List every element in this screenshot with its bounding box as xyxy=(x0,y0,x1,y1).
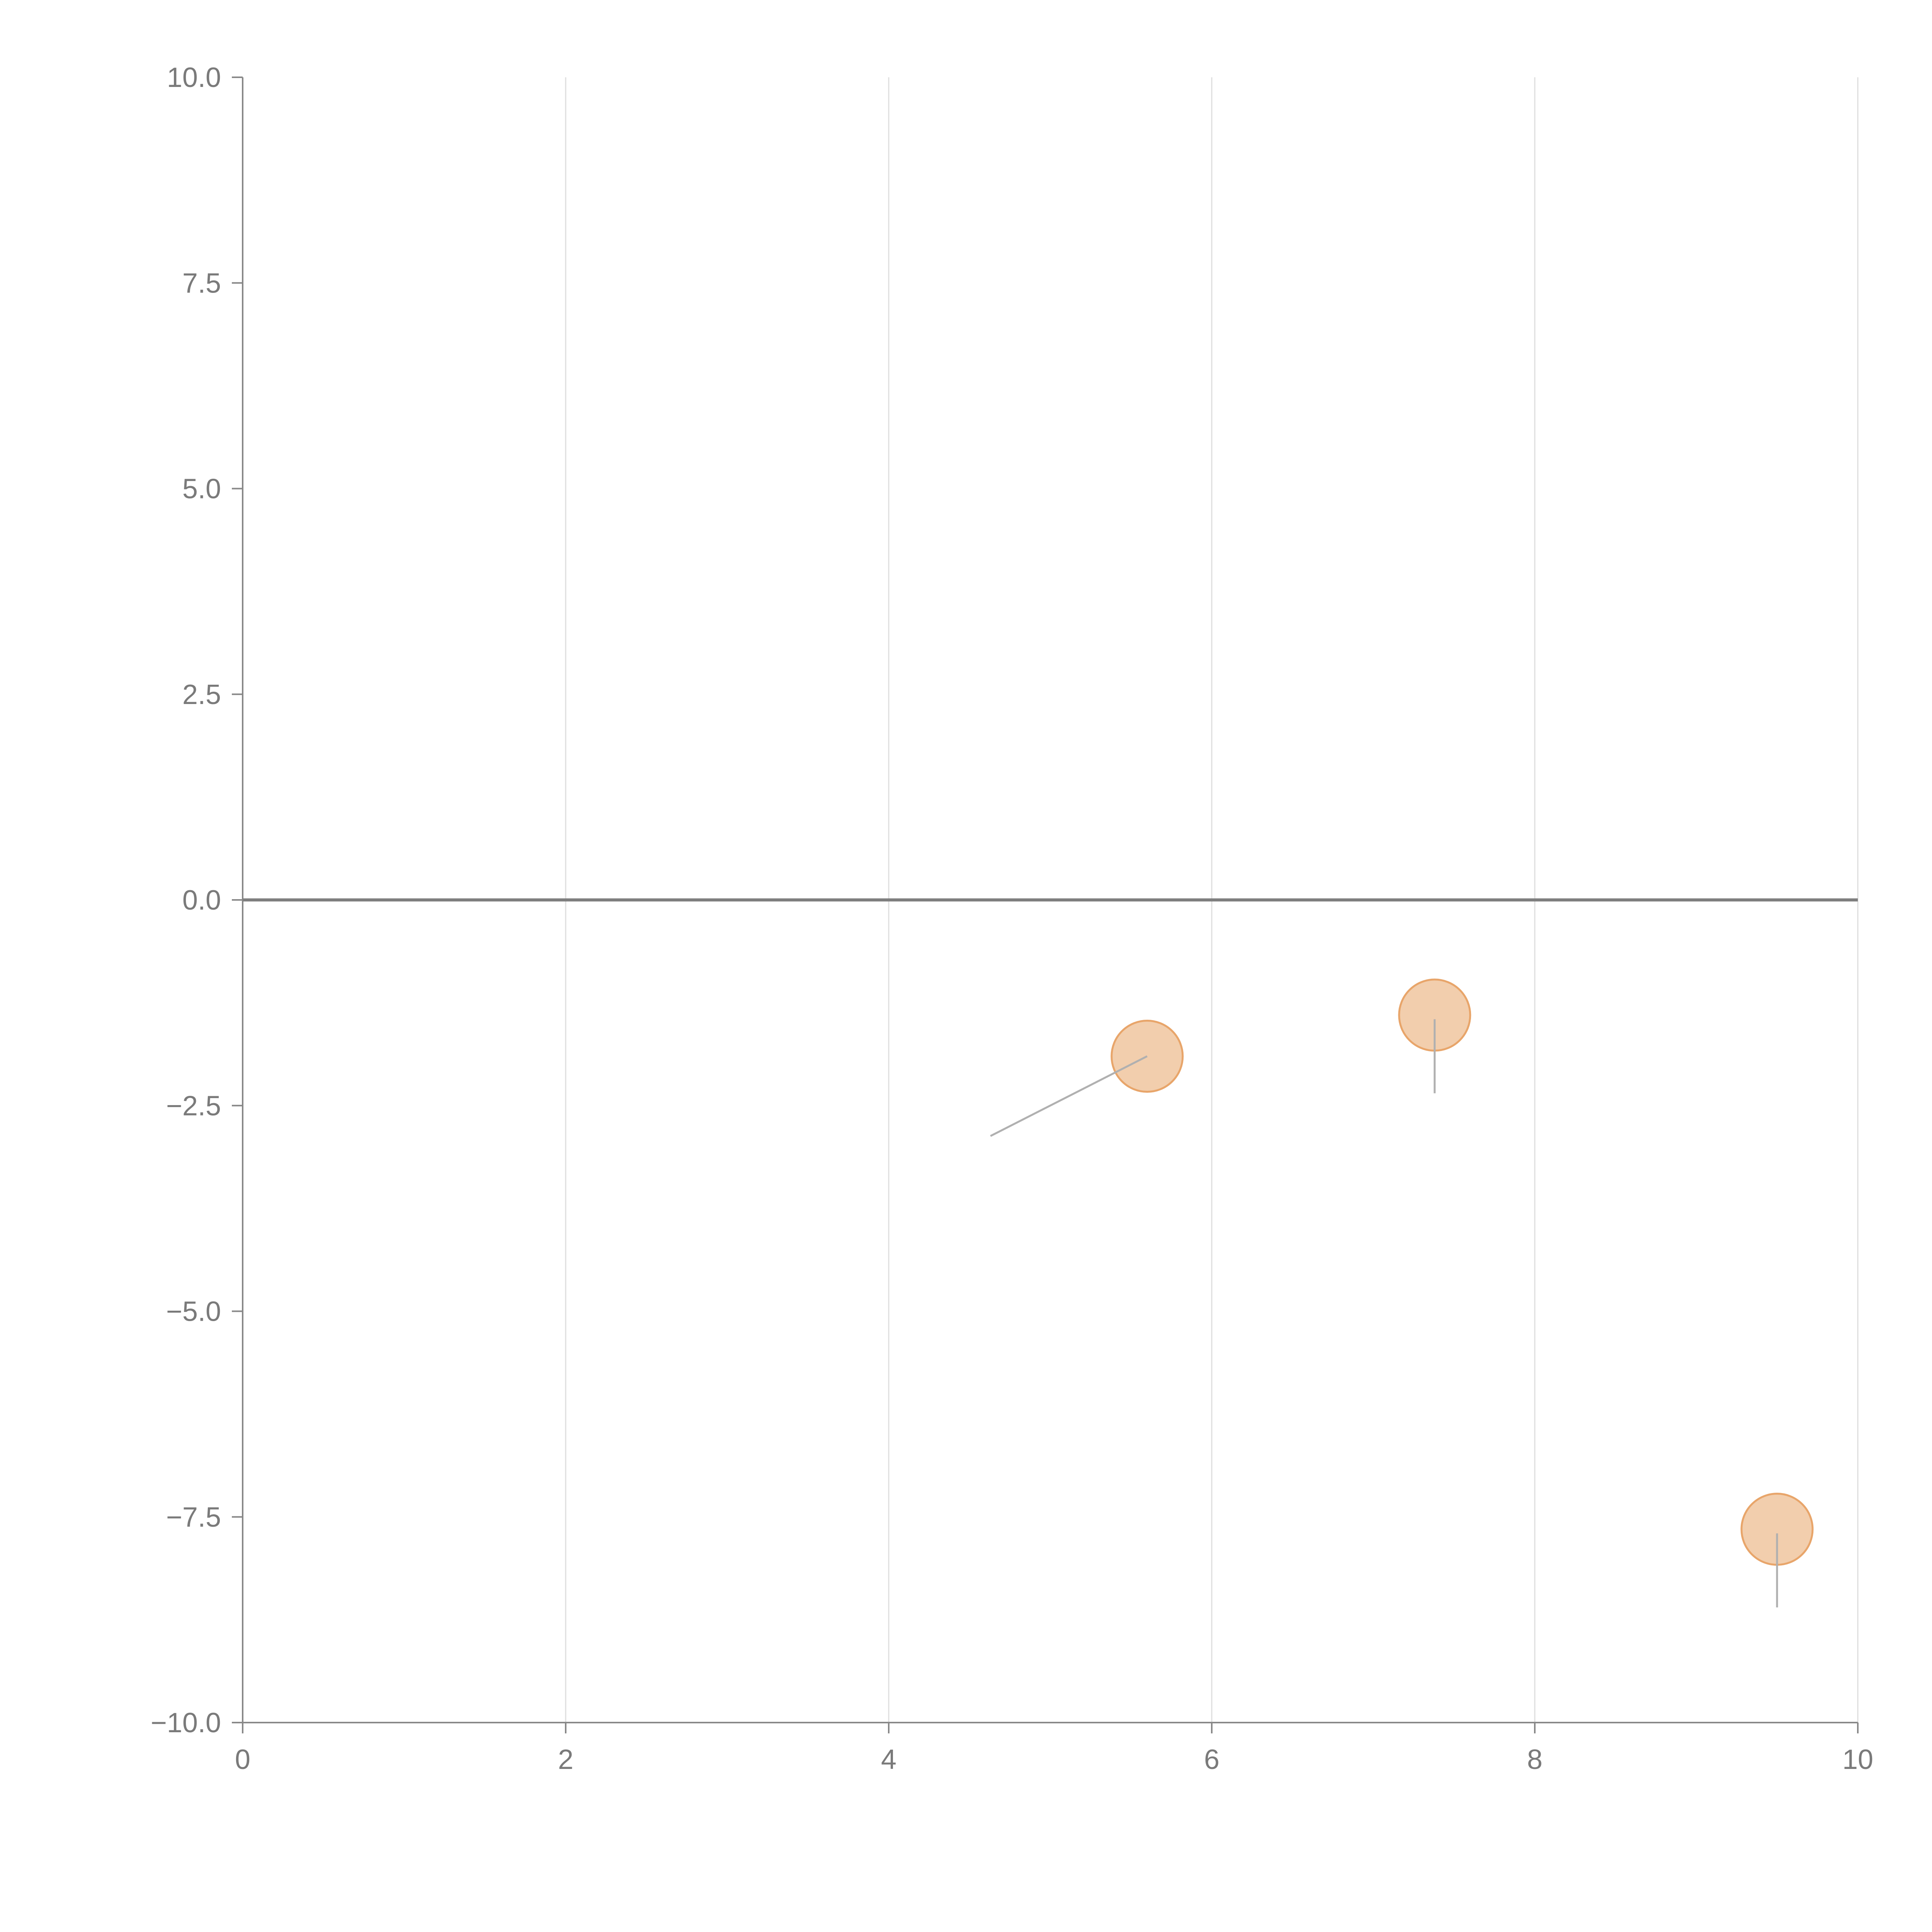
x-tick-label: 0 xyxy=(235,1744,250,1775)
label-layer: 0 2 4 6 8 10 10.0 7.5 5.0 2.5 0.0 −2.5 −5.0 −7.5 −10.0 xyxy=(151,62,1873,1775)
connector-layer xyxy=(990,1019,1778,1607)
y-tick-label: −10.0 xyxy=(151,1708,221,1738)
x-tick-label: 8 xyxy=(1527,1744,1543,1775)
x-tick-label: 6 xyxy=(1204,1744,1219,1775)
y-tick-label: 0.0 xyxy=(182,885,221,916)
x-tick-label: 2 xyxy=(558,1744,573,1775)
connector-line xyxy=(990,1055,1148,1137)
y-tick-label: −7.5 xyxy=(166,1502,221,1533)
point-layer xyxy=(1111,978,1814,1566)
y-tick-label: −5.0 xyxy=(166,1296,221,1327)
y-tick-label: 10.0 xyxy=(167,62,221,93)
y-tick-label: 7.5 xyxy=(182,268,221,299)
x-tick-label: 4 xyxy=(881,1744,896,1775)
axis-layer xyxy=(232,77,1859,1733)
y-tick-label: 2.5 xyxy=(182,679,221,710)
y-tick-label: −2.5 xyxy=(166,1090,221,1121)
x-tick-label: 10 xyxy=(1842,1744,1873,1775)
y-tick-label: 5.0 xyxy=(182,474,221,505)
